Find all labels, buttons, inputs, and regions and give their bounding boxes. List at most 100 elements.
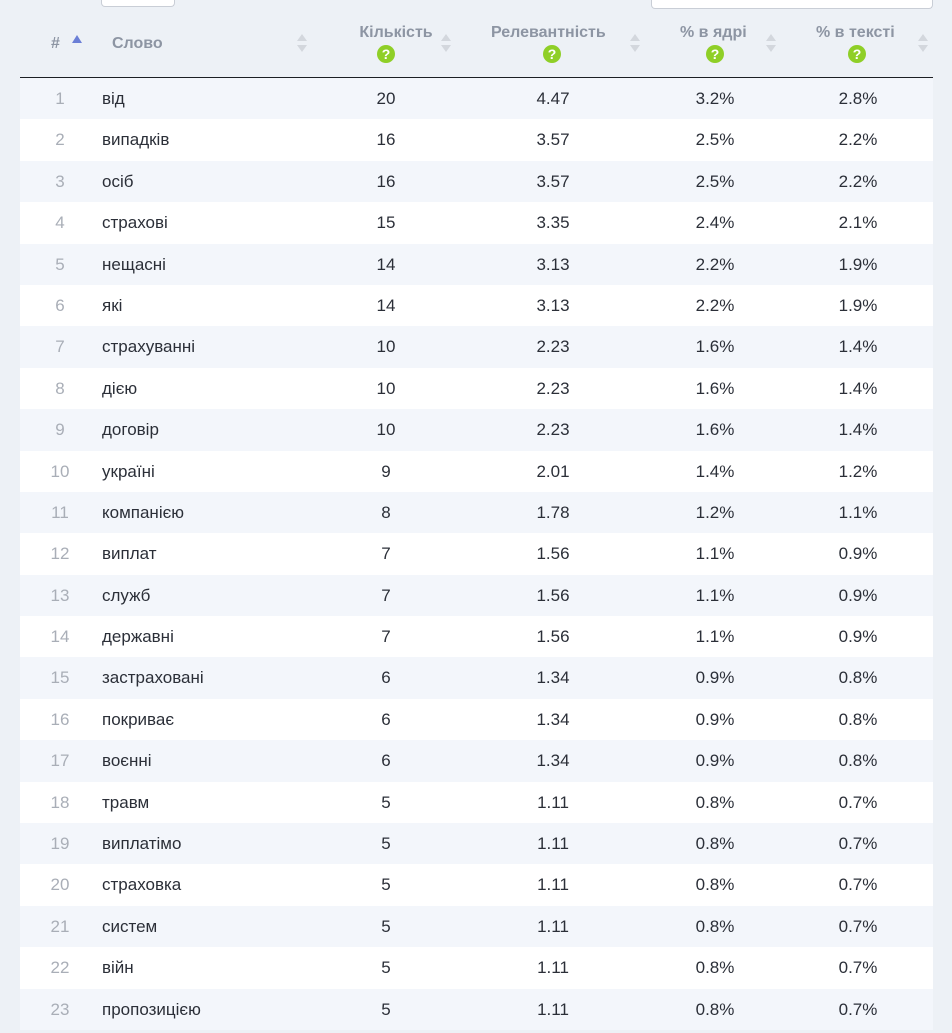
row-text-percent: 1.1% xyxy=(838,502,878,522)
column-header-word[interactable]: Слово xyxy=(102,14,312,77)
table-row[interactable]: 5 нещасні 14 3.13 2.2% 1.9% xyxy=(20,243,933,285)
row-word: систем xyxy=(102,916,158,936)
table-row[interactable]: 19 виплатімо 5 1.11 0.8% 0.7% xyxy=(20,823,933,865)
table-row[interactable]: 3 осіб 16 3.57 2.5% 2.2% xyxy=(20,160,933,203)
table-row[interactable]: 17 воєнні 6 1.34 0.9% 0.8% xyxy=(20,740,933,782)
row-text-percent: 0.7% xyxy=(838,834,878,854)
row-word: воєнні xyxy=(102,751,152,771)
table-row[interactable]: 13 служб 7 1.56 1.1% 0.9% xyxy=(20,574,933,617)
row-number: 7 xyxy=(55,337,65,357)
row-word: нещасні xyxy=(102,254,166,274)
column-header-text-percent[interactable]: % в тексті ? xyxy=(800,14,930,77)
row-count: 5 xyxy=(381,916,391,936)
row-word: україні xyxy=(102,461,155,481)
row-count: 16 xyxy=(376,130,396,150)
help-icon[interactable]: ? xyxy=(377,45,395,63)
row-count: 6 xyxy=(381,668,391,688)
help-icon[interactable]: ? xyxy=(543,45,561,63)
row-number: 4 xyxy=(55,213,65,233)
row-core-percent: 1.6% xyxy=(695,337,735,357)
table-row[interactable]: 2 випадків 16 3.57 2.5% 2.2% xyxy=(20,119,933,161)
row-count: 5 xyxy=(381,834,391,854)
row-relevance: 1.11 xyxy=(537,834,569,854)
sort-icon[interactable] xyxy=(441,34,451,54)
row-number: 19 xyxy=(50,834,70,854)
row-core-percent: 0.9% xyxy=(695,751,735,771)
row-text-percent: 0.8% xyxy=(838,751,878,771)
table-row[interactable]: 6 які 14 3.13 2.2% 1.9% xyxy=(20,284,933,327)
row-number: 5 xyxy=(55,254,65,274)
row-number: 11 xyxy=(51,502,69,522)
row-core-percent: 1.1% xyxy=(695,585,735,605)
row-core-percent: 1.4% xyxy=(695,461,735,481)
row-count: 16 xyxy=(376,171,396,191)
table-row[interactable]: 16 покриває 6 1.34 0.9% 0.8% xyxy=(20,698,933,741)
table-row[interactable]: 7 страхуванні 10 2.23 1.6% 1.4% xyxy=(20,326,933,368)
table-row[interactable]: 8 дією 10 2.23 1.6% 1.4% xyxy=(20,367,933,410)
column-header-relevance[interactable]: Релевантність ? xyxy=(483,14,643,77)
table-row[interactable]: 15 застраховані 6 1.34 0.9% 0.8% xyxy=(20,657,933,699)
table-header: # Слово Кількість ? Релевантність ? % в … xyxy=(20,14,933,78)
row-relevance: 3.13 xyxy=(536,295,570,315)
sort-asc-icon[interactable] xyxy=(72,35,82,43)
row-core-percent: 1.1% xyxy=(695,627,735,647)
help-icon[interactable]: ? xyxy=(848,45,866,63)
row-number: 22 xyxy=(50,958,70,978)
row-relevance: 1.34 xyxy=(536,709,570,729)
table-row[interactable]: 9 договір 10 2.23 1.6% 1.4% xyxy=(20,409,933,451)
table-row[interactable]: 10 україні 9 2.01 1.4% 1.2% xyxy=(20,450,933,492)
help-icon[interactable]: ? xyxy=(706,45,724,63)
row-word: пропозицією xyxy=(102,999,201,1019)
row-relevance: 1.56 xyxy=(536,544,570,564)
column-header-count[interactable]: Кількість ? xyxy=(336,14,456,77)
row-word: служб xyxy=(102,585,151,605)
row-text-percent: 0.9% xyxy=(838,544,878,564)
row-number: 9 xyxy=(55,420,65,440)
row-relevance: 1.11 xyxy=(537,792,569,812)
table-row[interactable]: 4 страхові 15 3.35 2.4% 2.1% xyxy=(20,202,933,244)
table-row[interactable]: 23 пропозицією 5 1.11 0.8% 0.7% xyxy=(20,988,933,1030)
table-row[interactable]: 1 від 20 4.47 3.2% 2.8% xyxy=(20,78,933,120)
column-header-number[interactable]: # xyxy=(40,14,100,77)
column-header-core-percent[interactable]: % в ядрі ? xyxy=(660,14,780,77)
table-row[interactable]: 12 виплат 7 1.56 1.1% 0.9% xyxy=(20,533,933,575)
row-word: страхові xyxy=(102,213,168,233)
table-row[interactable]: 18 травм 5 1.11 0.8% 0.7% xyxy=(20,781,933,824)
search-input[interactable] xyxy=(651,0,933,9)
row-relevance: 3.13 xyxy=(536,254,570,274)
row-core-percent: 1.2% xyxy=(695,502,735,522)
row-relevance: 2.23 xyxy=(536,420,570,440)
row-number: 17 xyxy=(50,751,70,771)
row-word: компанією xyxy=(102,502,185,522)
table-row[interactable]: 20 страховка 5 1.11 0.8% 0.7% xyxy=(20,864,933,906)
sort-icon[interactable] xyxy=(297,34,307,54)
table-row[interactable]: 11 компанією 8 1.78 1.2% 1.1% xyxy=(20,491,933,534)
table-row[interactable]: 14 державні 7 1.56 1.1% 0.9% xyxy=(20,616,933,658)
row-text-percent: 0.9% xyxy=(838,627,878,647)
row-text-percent: 1.4% xyxy=(838,420,878,440)
row-relevance: 1.56 xyxy=(536,585,570,605)
column-count-label: Кількість xyxy=(359,24,433,41)
sort-icon[interactable] xyxy=(766,34,776,54)
table-body: 1 від 20 4.47 3.2% 2.8% 2 випадків 16 3.57 2.5% 2.2… xyxy=(20,78,933,1030)
row-word: застраховані xyxy=(102,668,204,688)
sort-icon[interactable] xyxy=(918,34,928,54)
row-text-percent: 0.7% xyxy=(838,958,878,978)
row-relevance: 1.34 xyxy=(536,751,570,771)
row-number: 6 xyxy=(55,295,65,315)
sort-icon[interactable] xyxy=(630,34,640,54)
row-relevance: 1.78 xyxy=(536,502,570,522)
row-core-percent: 1.1% xyxy=(695,544,735,564)
row-number: 3 xyxy=(55,171,65,191)
table-row[interactable]: 22 війн 5 1.11 0.8% 0.7% xyxy=(20,947,933,989)
row-text-percent: 0.8% xyxy=(838,668,878,688)
row-number: 21 xyxy=(50,916,70,936)
row-core-percent: 2.5% xyxy=(695,130,735,150)
row-relevance: 2.23 xyxy=(536,337,570,357)
row-number: 8 xyxy=(55,378,65,398)
row-word: які xyxy=(102,295,123,315)
row-core-percent: 1.6% xyxy=(695,378,735,398)
row-count: 5 xyxy=(381,958,391,978)
top-button[interactable] xyxy=(101,0,175,7)
table-row[interactable]: 21 систем 5 1.11 0.8% 0.7% xyxy=(20,905,933,948)
